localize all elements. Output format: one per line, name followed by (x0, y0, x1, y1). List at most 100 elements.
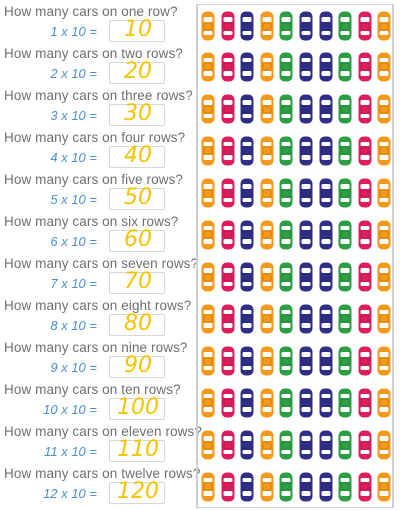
car-icon (319, 304, 333, 334)
car-icon (358, 346, 372, 376)
car-icon (260, 136, 274, 166)
question-text: How many cars on four rows? (4, 130, 186, 145)
answer-value: 10 (124, 17, 152, 42)
answer-box[interactable]: 70 (109, 269, 165, 294)
car-row (196, 172, 394, 214)
car-icon (201, 136, 215, 166)
car-row (196, 214, 394, 256)
car-icon (358, 94, 372, 124)
car-icon (338, 430, 352, 460)
car-icon (319, 52, 333, 82)
car-icon (377, 430, 391, 460)
car-row (196, 340, 394, 382)
car-icon (221, 472, 235, 502)
answer-box[interactable]: 100 (109, 395, 165, 420)
answer-box[interactable]: 30 (109, 101, 165, 126)
car-icon (338, 388, 352, 418)
question-row: How many cars on six rows? 6 x 10 = 60 (0, 214, 400, 256)
question-row: How many cars on two rows? 2 x 10 = 20 (0, 46, 400, 88)
car-icon (260, 94, 274, 124)
car-icon (260, 430, 274, 460)
answer-box[interactable]: 90 (109, 353, 165, 378)
car-icon (338, 262, 352, 292)
car-icon (240, 94, 254, 124)
car-row (196, 88, 394, 130)
car-icon (240, 472, 254, 502)
answer-box[interactable]: 10 (109, 17, 165, 42)
car-icon (221, 52, 235, 82)
answer-box[interactable]: 110 (109, 437, 165, 462)
car-icon (358, 52, 372, 82)
car-icon (299, 178, 313, 208)
equation-text: 2 x 10 = (50, 66, 97, 81)
car-icon (377, 346, 391, 376)
car-row (196, 4, 394, 46)
equation-text: 11 x 10 = (44, 444, 97, 459)
car-row (196, 46, 394, 88)
question-text: How many cars on three rows? (4, 88, 193, 103)
car-row (196, 424, 394, 466)
question-row: How many cars on three rows? 3 x 10 = 30 (0, 88, 400, 130)
car-icon (338, 52, 352, 82)
car-icon (279, 220, 293, 250)
question-row: How many cars on five rows? 5 x 10 = 50 (0, 172, 400, 214)
question-row: How many cars on ten rows? 10 x 10 = 100 (0, 382, 400, 424)
car-icon (319, 430, 333, 460)
car-icon (279, 178, 293, 208)
answer-box[interactable]: 80 (109, 311, 165, 336)
answer-value: 100 (117, 395, 159, 420)
car-icon (358, 262, 372, 292)
car-icon (221, 220, 235, 250)
car-icon (201, 430, 215, 460)
car-icon (299, 388, 313, 418)
car-icon (319, 94, 333, 124)
car-icon (338, 346, 352, 376)
car-icon (260, 262, 274, 292)
car-icon (221, 430, 235, 460)
answer-box[interactable]: 20 (109, 59, 165, 84)
car-icon (319, 346, 333, 376)
car-icon (201, 262, 215, 292)
car-icon (279, 388, 293, 418)
car-icon (221, 304, 235, 334)
car-icon (221, 136, 235, 166)
car-icon (240, 304, 254, 334)
car-icon (358, 220, 372, 250)
answer-value: 110 (117, 437, 159, 462)
answer-value: 80 (124, 311, 152, 336)
car-icon (319, 136, 333, 166)
car-icon (260, 304, 274, 334)
car-icon (201, 388, 215, 418)
car-icon (201, 346, 215, 376)
car-icon (377, 472, 391, 502)
car-icon (260, 346, 274, 376)
answer-box[interactable]: 60 (109, 227, 165, 252)
equation-text: 5 x 10 = (50, 192, 97, 207)
answer-box[interactable]: 50 (109, 185, 165, 210)
question-text: How many cars on eight rows? (4, 298, 192, 313)
answer-value: 30 (124, 101, 152, 126)
answer-box[interactable]: 120 (109, 479, 165, 504)
car-icon (377, 262, 391, 292)
question-row: How many cars on eight rows? 8 x 10 = 80 (0, 298, 400, 340)
car-icon (260, 11, 274, 41)
car-icon (240, 11, 254, 41)
worksheet: How many cars on one row? 1 x 10 = 10 How m… (0, 4, 400, 508)
answer-box[interactable]: 40 (109, 143, 165, 168)
equation-text: 3 x 10 = (50, 108, 97, 123)
car-icon (377, 388, 391, 418)
car-icon (240, 346, 254, 376)
question-row: How many cars on nine rows? 9 x 10 = 90 (0, 340, 400, 382)
car-icon (240, 430, 254, 460)
car-icon (279, 52, 293, 82)
equation-text: 10 x 10 = (43, 402, 97, 417)
question-text: How many cars on one row? (4, 4, 178, 19)
car-icon (201, 178, 215, 208)
car-row (196, 382, 394, 424)
car-icon (299, 262, 313, 292)
answer-value: 50 (124, 185, 152, 210)
car-icon (299, 136, 313, 166)
car-icon (377, 52, 391, 82)
answer-value: 120 (117, 479, 159, 504)
question-text: How many cars on seven rows? (4, 256, 199, 271)
